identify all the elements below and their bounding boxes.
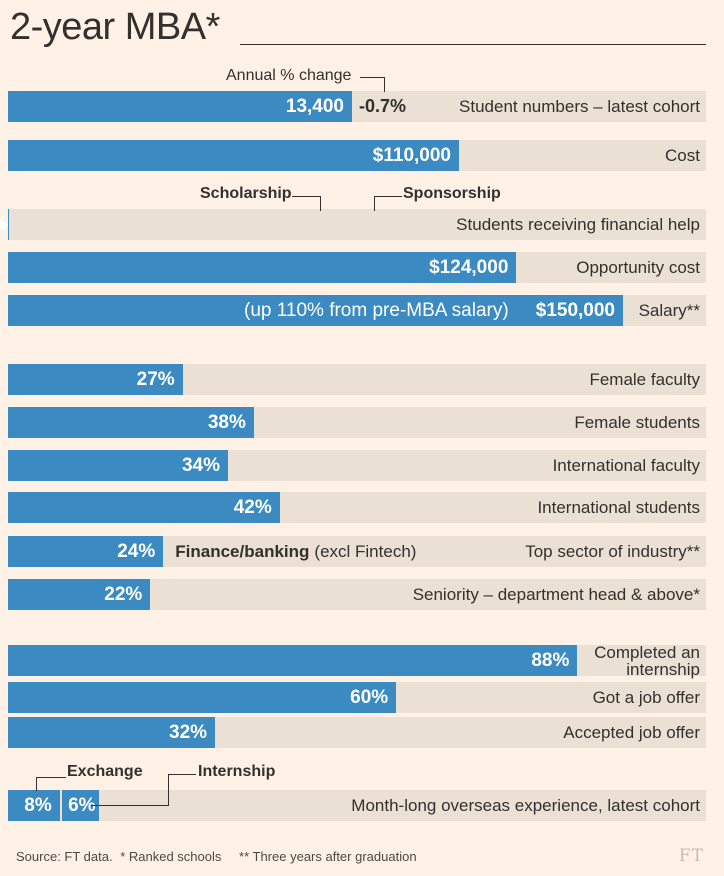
bar: 8% xyxy=(8,790,60,821)
bar-track xyxy=(8,209,706,240)
chart-row: $150,000 Salary** (up 110% from pre-MBA sa… xyxy=(8,295,706,326)
bar-value-label: 24% xyxy=(117,540,156,562)
bar-value-label: 38% xyxy=(207,411,246,433)
exchange-leader xyxy=(36,777,66,791)
bar: 24% xyxy=(8,536,164,567)
row-label: Female students xyxy=(574,413,700,432)
chart-row: 27% Female faculty xyxy=(8,364,706,395)
bar: $110,000 xyxy=(8,140,459,171)
row-label: Student numbers – latest cohort xyxy=(459,97,700,116)
bar-value-label: 34% xyxy=(181,454,220,476)
chart-row: 8% 6% Month-long overseas experience, late… xyxy=(8,790,706,821)
chart-row: 32% Accepted job offer xyxy=(8,717,706,748)
annotation-sponsorship: Sponsorship xyxy=(403,185,501,202)
footnote-ranked: * Ranked schools xyxy=(120,849,222,864)
bar: 6% xyxy=(61,790,99,821)
chart-row: 52%9% Students receiving financial help xyxy=(0,209,706,240)
row-label: Cost xyxy=(665,146,700,165)
row-label: Opportunity cost xyxy=(576,258,700,277)
bar: 38% xyxy=(8,407,254,438)
bar: $150,000 xyxy=(8,295,623,326)
annotation-internship: Internship xyxy=(198,763,276,780)
bar-value-label: 88% xyxy=(531,649,570,671)
source-text: Source: FT data. xyxy=(16,849,113,864)
bar: 22% xyxy=(8,579,151,610)
bar-value-label: 42% xyxy=(233,496,272,518)
bar: 32% xyxy=(8,717,216,748)
chart-row: $110,000 Cost xyxy=(8,140,706,171)
internship-leader-drop xyxy=(91,774,169,806)
chart-row: 22% Seniority – department head & above* xyxy=(8,579,706,610)
row-label: Students receiving financial help xyxy=(456,215,700,234)
bar: 88% xyxy=(8,645,578,676)
bar: 27% xyxy=(8,364,183,395)
row-label: Accepted job offer xyxy=(563,723,700,742)
bar: $124,000 xyxy=(8,252,517,283)
bar-value-label: 13,400 xyxy=(285,95,344,117)
footnote-three-years: ** Three years after graduation xyxy=(239,849,417,864)
salary-note: (up 110% from pre-MBA salary) xyxy=(244,299,509,321)
bar-value-label: 27% xyxy=(136,368,175,390)
title-rule xyxy=(240,44,706,45)
annual-change-value: -0.7% xyxy=(359,96,407,116)
chart-row: 42% International students xyxy=(8,492,706,523)
row-label: Top sector of industry** xyxy=(525,542,700,561)
bar-value-label: 22% xyxy=(104,583,143,605)
annual-change-leader xyxy=(360,77,385,92)
bar-value-label: $150,000 xyxy=(535,299,615,321)
top-sector-note: (excl Fintech) xyxy=(314,541,417,561)
row-label: Seniority – department head & above* xyxy=(412,585,700,604)
chart-row: 88% Completed an internship xyxy=(8,642,706,679)
chart-row: 34% International faculty xyxy=(8,450,706,481)
top-sector-label: Finance/banking (excl Fintech) xyxy=(175,536,416,567)
ft-logo: FT xyxy=(678,846,704,866)
bar-value-label: 9% xyxy=(0,209,7,240)
chart-row: 13,400 Student numbers – latest cohort -0.… xyxy=(8,91,706,122)
source-note: Source: FT data. * Ranked schools ** Thr… xyxy=(16,849,421,864)
bar-value-label: 32% xyxy=(169,721,208,743)
scholarship-leader xyxy=(292,196,321,211)
bar: 13,400 xyxy=(8,91,352,122)
row-label: Completed an internship xyxy=(594,642,700,679)
bar-value-label: $124,000 xyxy=(429,256,509,278)
bar: 60% xyxy=(8,682,397,713)
bar: 42% xyxy=(8,492,280,523)
chart-row: 60% Got a job offer xyxy=(8,682,706,713)
sponsorship-leader xyxy=(374,196,402,211)
chart-row: $124,000 Opportunity cost xyxy=(8,252,706,283)
bar-value-label: 52% xyxy=(0,209,5,240)
row-label: Female faculty xyxy=(589,370,700,389)
internship-leader xyxy=(168,774,196,776)
annotation-scholarship: Scholarship xyxy=(200,185,292,202)
bar-value-label: 8% xyxy=(24,794,52,816)
bar: 34% xyxy=(8,450,228,481)
bar-value-label: 60% xyxy=(350,686,389,708)
chart-title: 2-year MBA* xyxy=(10,6,220,48)
bar-value-label: $110,000 xyxy=(372,144,451,166)
chart-row: 24% Top sector of industry** Finance/banki… xyxy=(8,536,706,567)
bar-value-label: 6% xyxy=(68,794,96,816)
row-label: Salary** xyxy=(638,301,700,320)
row-label: Month-long overseas experience, latest c… xyxy=(351,796,700,815)
row-label: International students xyxy=(537,498,700,517)
row-label: International faculty xyxy=(552,456,700,475)
top-sector-name: Finance/banking xyxy=(175,541,310,561)
annotation-annual-change: Annual % change xyxy=(226,67,352,84)
annotation-exchange: Exchange xyxy=(67,763,143,780)
row-label: Got a job offer xyxy=(592,688,700,707)
chart-row: 38% Female students xyxy=(8,407,706,438)
